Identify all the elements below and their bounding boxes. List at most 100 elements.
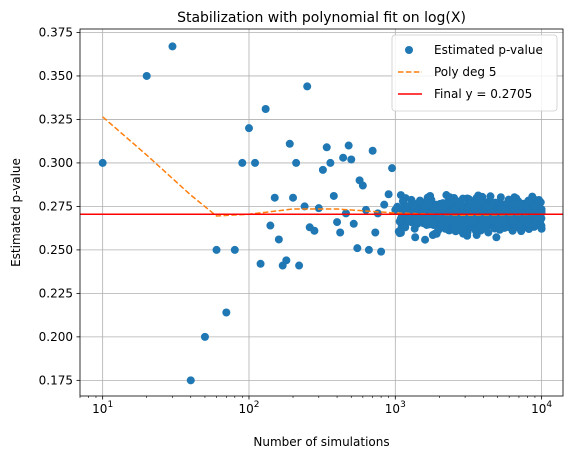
x-tick-label: 103 xyxy=(385,400,406,416)
scatter-point xyxy=(256,259,265,268)
scatter-point xyxy=(495,225,504,234)
scatter-point xyxy=(341,209,350,218)
y-tick-label: 0.350 xyxy=(39,69,73,83)
scatter-point xyxy=(516,201,525,210)
y-tick-label: 0.375 xyxy=(39,25,73,39)
scatter-point xyxy=(270,193,279,202)
legend-label: Estimated p-value xyxy=(434,43,543,57)
scatter-point xyxy=(484,228,493,237)
scatter-point xyxy=(377,247,386,256)
x-axis-label: Number of simulations xyxy=(253,435,389,449)
scatter-point xyxy=(318,165,327,174)
plot-area xyxy=(79,28,564,397)
scatter-point xyxy=(486,206,495,215)
scatter-point xyxy=(496,193,505,202)
scatter-point xyxy=(238,158,247,167)
scatter-point xyxy=(463,228,472,237)
scatter-point xyxy=(98,158,107,167)
scatter-point xyxy=(384,190,393,199)
scatter-point xyxy=(380,200,389,209)
scatter-point xyxy=(373,209,382,218)
scatter-point xyxy=(168,42,177,51)
x-tick-base: 10 xyxy=(238,402,253,416)
scatter-point xyxy=(244,124,253,133)
scatter-point xyxy=(212,245,221,254)
fit-lines xyxy=(80,116,563,217)
legend-label: Final y = 0.2705 xyxy=(434,87,532,101)
y-tick-label: 0.200 xyxy=(39,330,73,344)
scatter-point xyxy=(333,218,342,227)
scatter-point xyxy=(336,228,345,237)
scatter-point xyxy=(295,261,304,270)
scatter-point xyxy=(200,332,209,341)
scatter-point xyxy=(537,224,546,233)
scatter-point xyxy=(421,235,430,244)
scatter-point xyxy=(303,82,312,91)
scatter-point xyxy=(142,71,151,80)
scatter-point xyxy=(441,224,450,233)
scatter-point xyxy=(251,158,260,167)
x-axis-ticks: 101 102 103 104 xyxy=(79,396,552,416)
scatter-point xyxy=(408,201,417,210)
scatter-point xyxy=(410,224,419,233)
scatter-point xyxy=(459,221,468,230)
x-tick-exponent: 1 xyxy=(107,400,113,410)
y-axis-ticks: 0.175 0.200 0.225 0.250 0.275 0.300 0.325 0.350… xyxy=(39,25,80,387)
scatter-point xyxy=(426,191,435,200)
scatter-point xyxy=(430,229,439,238)
legend: Estimated p-value Poly deg 5 Final y = 0.2… xyxy=(391,34,558,112)
scatter-point xyxy=(344,141,353,150)
scatter-point xyxy=(349,219,358,228)
scatter-point xyxy=(516,220,525,229)
y-tick-label: 0.225 xyxy=(39,286,73,300)
x-tick-base: 10 xyxy=(385,402,400,416)
scatter-point xyxy=(292,158,301,167)
x-tick-exponent: 4 xyxy=(546,400,552,410)
scatter-point xyxy=(266,221,275,230)
scatter-point xyxy=(230,245,239,254)
scatter-point xyxy=(431,205,440,214)
scatter-point xyxy=(274,235,283,244)
scatter-point xyxy=(339,153,348,162)
y-tick-label: 0.325 xyxy=(39,112,73,126)
scatter-point xyxy=(533,199,542,208)
scatter-point xyxy=(326,158,335,167)
scatter-point xyxy=(447,211,456,220)
scatter-point xyxy=(347,155,356,164)
scatter-series xyxy=(98,42,546,385)
legend-marker-scatter xyxy=(405,46,413,54)
scatter-point xyxy=(289,193,298,202)
scatter-point xyxy=(285,139,294,148)
plot-frame xyxy=(79,28,564,397)
legend-box xyxy=(391,34,558,112)
y-tick-label: 0.300 xyxy=(39,156,73,170)
scatter-point xyxy=(428,220,437,229)
scatter-point xyxy=(434,212,443,221)
scatter-point xyxy=(486,192,495,201)
x-tick-label: 104 xyxy=(531,400,552,416)
x-tick-base: 10 xyxy=(531,402,546,416)
scatter-point xyxy=(510,199,519,208)
scatter-point xyxy=(500,205,509,214)
scatter-point xyxy=(444,199,453,208)
scatter-point xyxy=(533,214,542,223)
scatter-point xyxy=(361,205,370,214)
scatter-point xyxy=(310,226,319,235)
scatter-point xyxy=(492,233,501,242)
scatter-point xyxy=(401,223,410,232)
x-tick-base: 10 xyxy=(92,402,107,416)
x-tick-exponent: 3 xyxy=(400,400,406,410)
x-tick-exponent: 2 xyxy=(254,400,260,410)
scatter-point xyxy=(322,143,331,152)
x-tick-label: 102 xyxy=(238,400,259,416)
scatter-point xyxy=(396,228,405,237)
scatter-point xyxy=(364,245,373,254)
scatter-point xyxy=(464,202,473,211)
chart-title: Stabilization with polynomial fit on log… xyxy=(177,10,466,26)
scatter-point xyxy=(415,196,424,205)
scatter-point xyxy=(450,221,459,230)
scatter-point xyxy=(353,244,362,253)
scatter-point xyxy=(371,228,380,237)
scatter-point xyxy=(186,376,195,385)
